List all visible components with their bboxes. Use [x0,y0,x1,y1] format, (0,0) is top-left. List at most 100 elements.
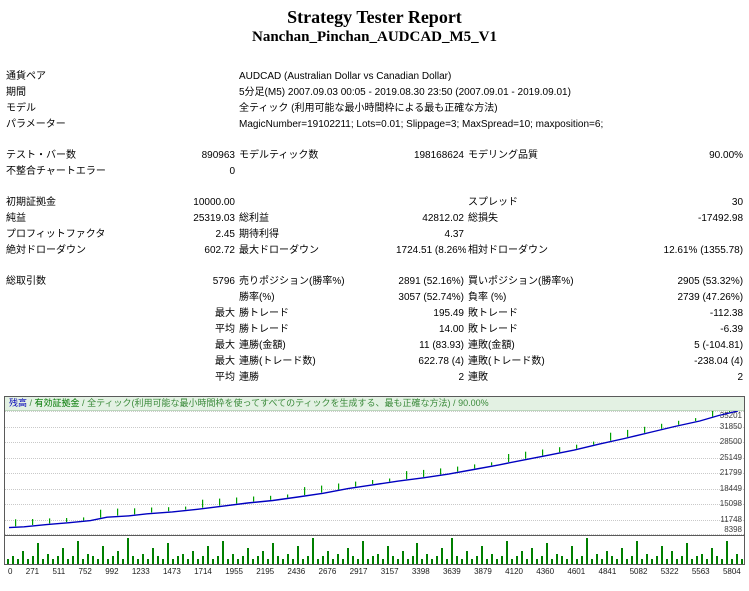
lot-bar [251,558,254,564]
stat-label [4,354,160,370]
stat-value [598,164,745,180]
equity-tick [287,494,289,498]
caption-separator: / [79,398,88,408]
lot-bar [676,558,679,564]
lot-bar [701,553,704,564]
stat-label [466,164,598,180]
lot-bar [401,551,404,564]
equity-tick [372,480,374,484]
stat-label: 連敗 [468,372,488,383]
stat-label: 総取引数 [6,276,46,287]
stat-value [394,164,466,180]
stats-table: 通貨ペア AUDCAD (Australian Dollar vs Canadia… [4,69,745,386]
stat-label [4,290,160,306]
equity-tick [406,471,408,480]
stat-value: 622.78 (4) [418,356,464,367]
lot-bar [681,556,684,564]
lot-bar [371,556,374,564]
lot-bar [151,548,154,564]
stat-value: 2905 (53.32%) [677,276,744,287]
lot-bar [641,558,644,564]
lot-bar [731,558,733,564]
grid-line [5,457,744,459]
x-axis-label: 2676 [318,567,337,576]
x-axis-label: 2195 [256,567,275,576]
lot-bar [431,558,434,564]
lot-bar [626,558,629,564]
stat-label: 敗トレード [468,308,518,319]
grid-line [5,488,744,490]
lot-bar [726,540,728,564]
stat-label: 連勝(トレード数) [239,356,316,367]
spacer-cell [4,133,745,148]
lot-bar [541,556,544,564]
equity-tick [644,426,646,433]
lot-bar [551,558,554,564]
stat-value: 2891 (52.16%) [398,276,464,287]
stat-label: スプレッド [468,197,518,208]
stat-label: 買いポジション(勝率%) [468,276,574,287]
lot-bar [71,556,74,564]
grid-line [5,442,744,443]
stat-value: -112.38 [709,308,744,319]
grid-line [5,426,744,428]
lot-bar [471,558,474,564]
lot-bar [86,553,89,564]
stat-label: 総利益 [239,213,269,224]
lot-bar [231,553,234,564]
x-axis-label: 3157 [380,567,399,576]
lot-bar [37,543,39,564]
lot-bar [516,556,519,564]
lot-bar [591,558,594,564]
balance-chart: 残高 / 有効証拠金 / 全ティック(利用可能な最小時間枠を使ってすべてのティッ… [4,396,745,577]
info-label: モデル [6,103,36,114]
stat-label: モデリング品質 [468,150,538,161]
lot-bar [501,556,504,564]
lot-bar [656,556,659,564]
stat-row: テスト・バー数 890963 モデルティック数 198168624 モデリング品質 90.… [4,148,745,164]
lot-bar [246,548,249,564]
lot-bar [211,558,214,564]
lot-bar [12,556,14,564]
lot-bar [736,553,738,564]
stat-label: 総損失 [468,213,498,224]
stat-label [4,306,160,322]
x-axis-label: 3639 [442,567,461,576]
x-axis-label: 1714 [194,567,212,576]
lot-bar [166,543,169,564]
equity-tick [355,481,357,487]
lot-bar [696,556,699,564]
lot-bar [116,551,119,564]
stat-value: 3057 (52.74%) [398,292,464,303]
grid-line [5,504,744,505]
lot-bar [111,556,114,564]
equity-tick [576,444,578,449]
lot-bar [301,558,304,564]
x-axis-label: 752 [78,567,92,576]
lot-bar [27,558,29,564]
x-axis-label: 4841 [598,567,617,576]
equity-tick [695,418,697,422]
lot-bar [286,553,289,564]
stat-label: テスト・バー数 [6,150,76,161]
lot-bar [361,540,364,564]
stat-row: 平均 連勝 2 連敗 2 [4,370,745,386]
y-axis-label: 21799 [719,468,742,477]
stat-value: 30 [731,197,744,208]
lot-bar [81,558,84,564]
x-axis-label: 1233 [131,567,150,576]
x-axis-label: 5804 [722,567,741,576]
equity-tick [151,507,153,513]
lot-bar [76,540,79,564]
y-axis-label: 18449 [719,483,742,493]
lot-bar [526,558,529,564]
grid-line [5,534,744,535]
stat-label [4,338,160,354]
caption-model-text: 全ティック(利用可能な最小時間枠を使ってすべてのティックを生成する、最も正確な方… [87,398,451,408]
lot-bar [171,558,174,564]
page-title: Strategy Tester Report [287,7,462,27]
lot-bar [511,558,514,564]
caption-equity-label: 有効証拠金 [34,398,80,408]
lot-bar [106,558,109,564]
stat-row: 最大 連勝(トレード数) 622.78 (4) 連敗(トレード数) -238.04 (4… [4,354,745,370]
